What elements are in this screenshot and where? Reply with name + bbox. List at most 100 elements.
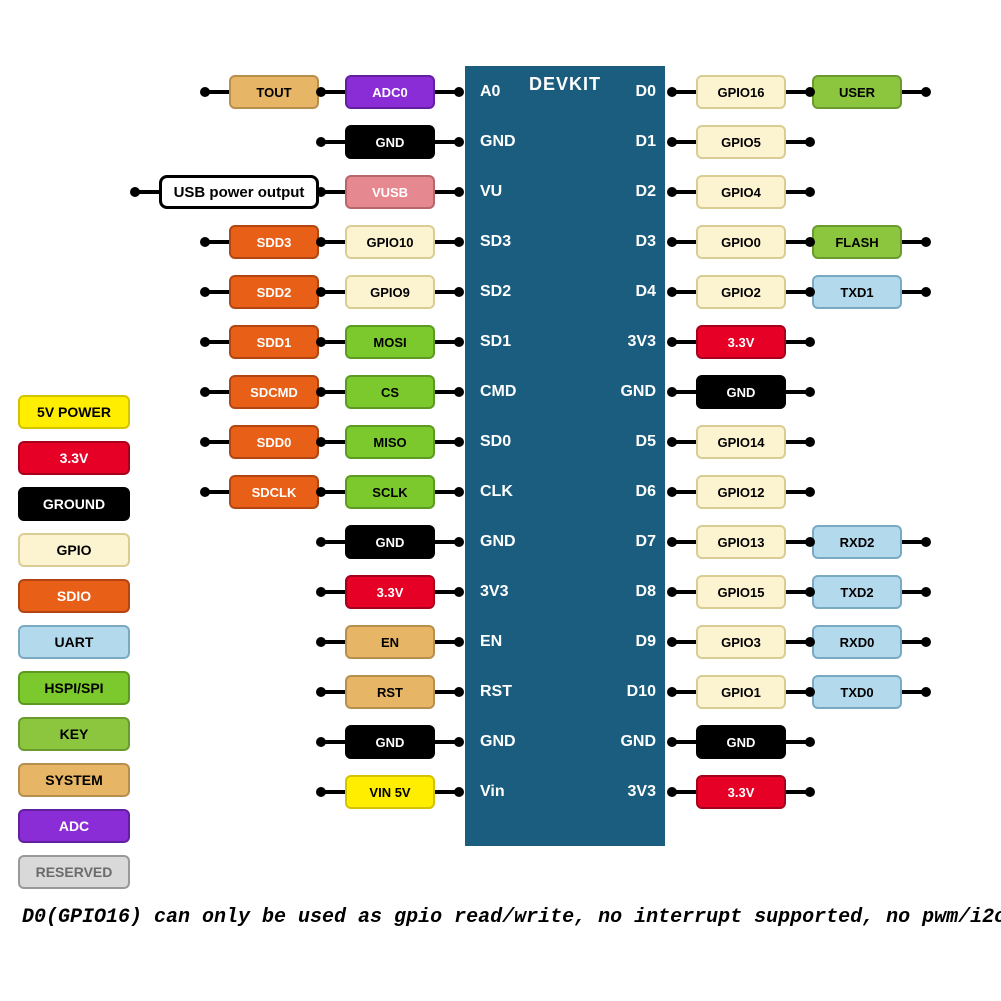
- connector-dot: [454, 287, 464, 297]
- right-row-d10: GPIO1TXD0: [670, 675, 928, 709]
- connector-dot: [316, 637, 326, 647]
- pin-label-txd1: TXD1: [812, 275, 902, 309]
- pin-label-vin-5v: VIN 5V: [345, 775, 435, 809]
- connector-line: [674, 440, 696, 444]
- left-row-en: EN: [319, 625, 461, 659]
- pin-label-gnd: GND: [345, 525, 435, 559]
- pin-label-miso: MISO: [345, 425, 435, 459]
- pin-label-gnd: GND: [696, 725, 786, 759]
- connector-dot: [667, 487, 677, 497]
- chip-pin-d4: D4: [606, 275, 656, 309]
- chip-pin-d7: D7: [606, 525, 656, 559]
- pin-label-cs: CS: [345, 375, 435, 409]
- pin-label-en: EN: [345, 625, 435, 659]
- left-row-clk: SCLKSDCLK: [203, 475, 461, 509]
- right-row-3v3: 3.3V: [670, 775, 812, 809]
- legend-item-sdio: SDIO: [18, 579, 130, 613]
- connector-dot: [454, 387, 464, 397]
- connector-dot: [805, 637, 815, 647]
- connector-dot: [805, 587, 815, 597]
- left-row-a0: ADC0TOUT: [203, 75, 461, 109]
- connector-dot: [316, 687, 326, 697]
- connector-line: [674, 540, 696, 544]
- chip-pin-en: EN: [480, 625, 530, 659]
- legend-item-gpio: GPIO: [18, 533, 130, 567]
- connector-dot: [200, 237, 210, 247]
- connector-dot: [454, 587, 464, 597]
- legend-item-reserved: RESERVED: [18, 855, 130, 889]
- connector-dot: [316, 387, 326, 397]
- left-row-rst: RST: [319, 675, 461, 709]
- pin-label-gpio0: GPIO0: [696, 225, 786, 259]
- pin-label-sdcmd: SDCMD: [229, 375, 319, 409]
- pin-label-gpio3: GPIO3: [696, 625, 786, 659]
- connector-dot: [667, 87, 677, 97]
- chip-pin-gnd: GND: [480, 125, 530, 159]
- connector-line: [323, 490, 345, 494]
- connector-line: [674, 640, 696, 644]
- left-row-gnd: GND: [319, 125, 461, 159]
- connector-dot: [316, 787, 326, 797]
- pin-label-sdd1: SDD1: [229, 325, 319, 359]
- pin-label-sdd2: SDD2: [229, 275, 319, 309]
- connector-line: [674, 140, 696, 144]
- connector-dot: [921, 237, 931, 247]
- left-row-3v3: 3.3V: [319, 575, 461, 609]
- connector-dot: [805, 237, 815, 247]
- connector-dot: [454, 787, 464, 797]
- connector-dot: [921, 687, 931, 697]
- connector-line: [323, 590, 345, 594]
- connector-dot: [454, 237, 464, 247]
- pin-label-gpio15: GPIO15: [696, 575, 786, 609]
- legend-item-ground: GROUND: [18, 487, 130, 521]
- connector-dot: [454, 537, 464, 547]
- pin-label-gpio12: GPIO12: [696, 475, 786, 509]
- chip-pin-vu: VU: [480, 175, 530, 209]
- connector-dot: [805, 287, 815, 297]
- pin-label-rxd2: RXD2: [812, 525, 902, 559]
- connector-line: [323, 290, 345, 294]
- connector-line: [674, 590, 696, 594]
- legend-item-3-3v: 3.3V: [18, 441, 130, 475]
- connector-dot: [805, 387, 815, 397]
- connector-dot: [316, 487, 326, 497]
- chip-pin-gnd: GND: [606, 375, 656, 409]
- connector-line: [323, 140, 345, 144]
- connector-dot: [667, 287, 677, 297]
- pin-label-gnd: GND: [345, 725, 435, 759]
- connector-line: [674, 90, 696, 94]
- right-row-d9: GPIO3 RXD0: [670, 625, 928, 659]
- legend-item-key: KEY: [18, 717, 130, 751]
- pin-label-tout: TOUT: [229, 75, 319, 109]
- connector-line: [207, 440, 229, 444]
- pin-label-gnd: GND: [345, 125, 435, 159]
- connector-dot: [667, 687, 677, 697]
- left-row-sd1: MOSISDD1: [203, 325, 461, 359]
- connector-dot: [805, 737, 815, 747]
- chip-pin-a0: A0: [480, 75, 530, 109]
- connector-dot: [667, 237, 677, 247]
- connector-line: [323, 690, 345, 694]
- chip-pin-gnd: GND: [480, 525, 530, 559]
- pin-label-gpio10: GPIO10: [345, 225, 435, 259]
- pin-label-gpio14: GPIO14: [696, 425, 786, 459]
- connector-dot: [454, 437, 464, 447]
- left-row-vin: VIN 5V: [319, 775, 461, 809]
- connector-dot: [454, 337, 464, 347]
- connector-dot: [667, 387, 677, 397]
- connector-line: [207, 390, 229, 394]
- chip-right-pin-labels: D0D1D2D3D43V3GNDD5D6D7D8D9D10GND3V3: [606, 75, 656, 809]
- connector-line: [207, 490, 229, 494]
- pin-label-rxd0: RXD0: [812, 625, 902, 659]
- connector-dot: [316, 187, 326, 197]
- connector-dot: [921, 287, 931, 297]
- right-pin-rows: GPIO16USERGPIO5GPIO4GPIO0FLASHGPIO2TXD13…: [670, 75, 928, 809]
- left-row-vu: VUSBUSB power output: [133, 175, 461, 209]
- legend-item-system: SYSTEM: [18, 763, 130, 797]
- pin-label-gpio13: GPIO13: [696, 525, 786, 559]
- chip-pin-rst: RST: [480, 675, 530, 709]
- chip-pin-gnd: GND: [606, 725, 656, 759]
- connector-dot: [805, 187, 815, 197]
- chip-pin-d5: D5: [606, 425, 656, 459]
- legend-item-adc: ADC: [18, 809, 130, 843]
